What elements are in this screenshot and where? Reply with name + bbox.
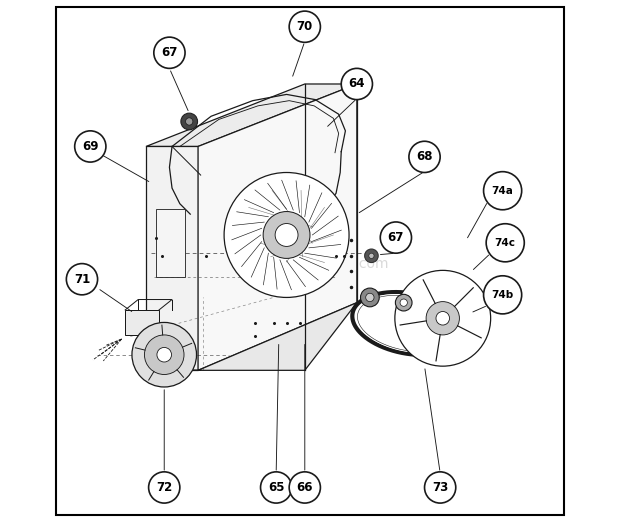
Circle shape (396, 294, 412, 311)
Circle shape (74, 131, 106, 162)
Circle shape (132, 323, 197, 387)
Polygon shape (125, 310, 159, 335)
Circle shape (365, 249, 378, 263)
Circle shape (400, 299, 407, 306)
Circle shape (181, 113, 198, 130)
Circle shape (275, 223, 298, 246)
Text: 68: 68 (416, 150, 433, 163)
Circle shape (395, 270, 490, 366)
Text: 66: 66 (296, 481, 313, 494)
Circle shape (484, 276, 521, 314)
FancyBboxPatch shape (56, 7, 564, 515)
Circle shape (289, 472, 321, 503)
Circle shape (224, 172, 349, 298)
Circle shape (426, 302, 459, 335)
Circle shape (144, 335, 184, 374)
Text: 64: 64 (348, 77, 365, 90)
Circle shape (486, 224, 525, 262)
Text: eReplacementParts.com: eReplacementParts.com (221, 257, 389, 270)
Polygon shape (156, 209, 185, 277)
Text: 74a: 74a (492, 186, 513, 196)
Circle shape (185, 118, 193, 125)
Polygon shape (198, 84, 357, 370)
Circle shape (149, 472, 180, 503)
Circle shape (366, 293, 374, 302)
Circle shape (369, 253, 374, 258)
Circle shape (360, 288, 379, 307)
Polygon shape (146, 147, 198, 370)
Circle shape (289, 11, 321, 42)
Text: 70: 70 (296, 20, 313, 33)
Text: 74c: 74c (495, 238, 516, 248)
Polygon shape (146, 303, 357, 370)
Circle shape (409, 141, 440, 172)
Circle shape (66, 264, 97, 295)
Text: 67: 67 (388, 231, 404, 244)
Text: 71: 71 (74, 272, 90, 286)
Circle shape (154, 37, 185, 68)
Circle shape (263, 211, 310, 258)
Text: 72: 72 (156, 481, 172, 494)
Text: 65: 65 (268, 481, 285, 494)
Text: 69: 69 (82, 140, 99, 153)
Circle shape (341, 68, 373, 100)
Text: 74b: 74b (492, 290, 514, 300)
Polygon shape (146, 84, 357, 147)
Circle shape (260, 472, 292, 503)
Text: 67: 67 (161, 46, 177, 60)
Circle shape (484, 172, 521, 210)
Text: 73: 73 (432, 481, 448, 494)
Circle shape (425, 472, 456, 503)
Circle shape (380, 222, 412, 253)
Circle shape (436, 312, 449, 325)
Circle shape (157, 348, 172, 362)
